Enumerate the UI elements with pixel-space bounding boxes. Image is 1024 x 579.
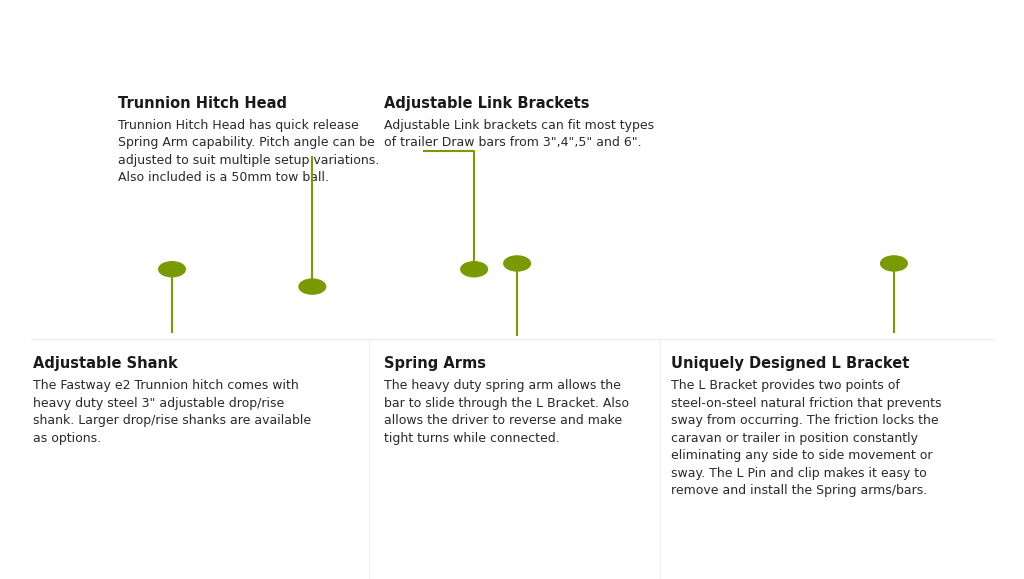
Circle shape <box>461 262 487 277</box>
Circle shape <box>881 256 907 271</box>
Text: The L Bracket provides two points of
steel-on-steel natural friction that preven: The L Bracket provides two points of ste… <box>671 379 941 497</box>
Circle shape <box>504 256 530 271</box>
Text: Adjustable Link brackets can fit most types
of trailer Draw bars from 3",4",5" a: Adjustable Link brackets can fit most ty… <box>384 119 654 149</box>
Circle shape <box>159 262 185 277</box>
Text: Adjustable Link Brackets: Adjustable Link Brackets <box>384 96 590 111</box>
Text: The Fastway e2 Trunnion hitch comes with
heavy duty steel 3" adjustable drop/ris: The Fastway e2 Trunnion hitch comes with… <box>33 379 311 445</box>
Text: Uniquely Designed L Bracket: Uniquely Designed L Bracket <box>671 356 909 371</box>
Text: Adjustable Shank: Adjustable Shank <box>33 356 177 371</box>
Circle shape <box>299 279 326 294</box>
Text: Trunnion Hitch Head has quick release
Spring Arm capability. Pitch angle can be
: Trunnion Hitch Head has quick release Sp… <box>118 119 379 184</box>
Text: Trunnion Hitch Head: Trunnion Hitch Head <box>118 96 287 111</box>
Text: The heavy duty spring arm allows the
bar to slide through the L Bracket. Also
al: The heavy duty spring arm allows the bar… <box>384 379 629 445</box>
Text: Spring Arms: Spring Arms <box>384 356 486 371</box>
